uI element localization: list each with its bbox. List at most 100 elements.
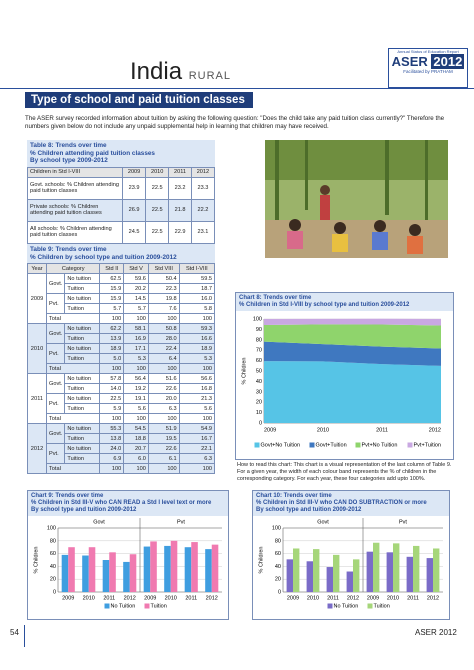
y-tick-label: 20 [50, 577, 56, 583]
y-tick-label: 40 [256, 379, 262, 385]
bar [170, 540, 178, 592]
category: No tuition [64, 373, 101, 384]
y-tick-label: 100 [253, 316, 262, 322]
x-tick-label: 2011 [407, 595, 419, 601]
category: No tuition [64, 443, 101, 454]
area [264, 318, 441, 326]
bar [68, 547, 75, 592]
cell: 59.6 [123, 273, 149, 284]
title-block: Chart 9: Trends over time% Children in S… [28, 491, 228, 516]
y-tick-label: 30 [256, 389, 262, 395]
x-tick-label: 2010 [307, 595, 319, 601]
cell: 100 [147, 413, 180, 424]
x-tick-label: 2010 [317, 427, 329, 433]
x-tick-label: 2009 [367, 595, 379, 601]
bar [313, 549, 320, 592]
bar [211, 544, 219, 592]
cell: 18.8 [123, 433, 149, 444]
school: Govt. [45, 373, 66, 394]
y-tick-label: 100 [47, 525, 56, 531]
row: 2012 Govt. No tuition 55.3 54.5 51.9 54.9 [27, 423, 216, 474]
bar [286, 559, 293, 592]
cell: 59.5 [178, 273, 216, 284]
chart8-note: How to read this chart: This chart is a … [237, 462, 452, 482]
bar [306, 561, 313, 592]
intro: The ASER survey recorded information abo… [25, 115, 445, 130]
title-line: By school type and tuition 2009-2012 [31, 507, 137, 513]
cell: 23.1 [190, 220, 216, 244]
legend-swatch [309, 442, 315, 448]
area [264, 361, 441, 423]
cell: 22.5 [99, 393, 125, 404]
cell: 50.8 [147, 323, 180, 334]
legend-label: Tuition [374, 603, 390, 609]
legend-swatch [367, 603, 373, 609]
bar [353, 559, 360, 592]
title-line: % Children by school type and tuition 20… [30, 253, 177, 261]
category: No tuition [64, 293, 101, 304]
table9: Year Category Std II Std V Std VIII Std I-VII… [27, 263, 216, 474]
region: India [130, 58, 183, 85]
title-block: Chart 8: Trends over time% Children in S… [236, 293, 453, 311]
cell: 54.9 [178, 423, 216, 434]
year: 2010 [27, 323, 47, 374]
cell: 6.3 [178, 453, 216, 464]
cell: 6.4 [147, 353, 180, 364]
x-tick-label: 2009 [264, 427, 276, 433]
cell: 18.9 [99, 343, 125, 354]
category: Tuition [64, 283, 101, 294]
cell: 100 [123, 413, 149, 424]
cell: 100 [147, 313, 180, 324]
cell: 19.5 [147, 433, 180, 444]
column-header: Std II [99, 263, 125, 274]
title-line: Chart 10: Trends over time [256, 493, 332, 499]
row: Tuition 13.8 18.8 19.5 16.7 [27, 433, 216, 444]
bar [123, 561, 130, 592]
x-tick-label: 2010 [165, 595, 177, 601]
cell: 5.7 [99, 303, 125, 314]
region-type: RURAL [188, 70, 232, 82]
x-tick-label: 2012 [206, 595, 218, 601]
footer-text: ASER 2012 [415, 628, 457, 637]
cell: 22.4 [147, 343, 180, 354]
category: Tuition [64, 383, 101, 394]
cell: 22.5 [145, 176, 170, 200]
year: 2011 [27, 373, 47, 424]
bar [150, 541, 157, 592]
cell: 26.9 [121, 198, 147, 222]
photo [265, 140, 448, 258]
cell: 100 [123, 463, 149, 474]
rule [0, 88, 474, 89]
cell: 22.5 [145, 198, 170, 222]
column-header: Std VIII [147, 263, 180, 274]
column-header: Year [27, 263, 47, 274]
title-line: Chart 9: Trends over time [31, 493, 104, 499]
cell: 100 [99, 313, 125, 324]
table8: Children in Std I-VIII 2009 2010 2011 2012 Go… [27, 166, 216, 244]
legend-label: No Tuition [111, 603, 136, 609]
y-tick-label: 10 [256, 410, 262, 416]
cell: 20.7 [123, 443, 149, 454]
y-tick-label: 80 [256, 337, 262, 343]
logo-year: 2012 [431, 54, 465, 69]
y-tick-label: 100 [272, 525, 281, 531]
chart: 0 20 40 60 80 100 % Children Govt Pvt 2009 2010 201… [258, 518, 443, 609]
cell: 16.6 [178, 333, 216, 344]
cell: 23.2 [168, 176, 192, 200]
page-number: 54 [10, 628, 19, 637]
cell: 13.8 [99, 433, 125, 444]
bar [386, 552, 393, 592]
x-tick-label: 2009 [287, 595, 299, 601]
title-block: Table 8: Trends over time% Children atte… [27, 140, 215, 167]
x-tick-label: 2011 [327, 595, 339, 601]
legend-label: Pvt+No Tuition [362, 442, 398, 448]
row: All schools: % Children attending paid t… [27, 220, 216, 244]
row-label: All schools: % Children attending paid t… [27, 220, 123, 244]
cell: 100 [99, 413, 125, 424]
cell: 19.2 [123, 383, 149, 394]
chart10-box: Chart 10: Trends over time% Children in … [252, 490, 450, 620]
cell: 100 [178, 463, 216, 474]
bar [406, 556, 413, 592]
school: Pvt. [45, 443, 66, 464]
column-header: 2009 [121, 166, 147, 178]
